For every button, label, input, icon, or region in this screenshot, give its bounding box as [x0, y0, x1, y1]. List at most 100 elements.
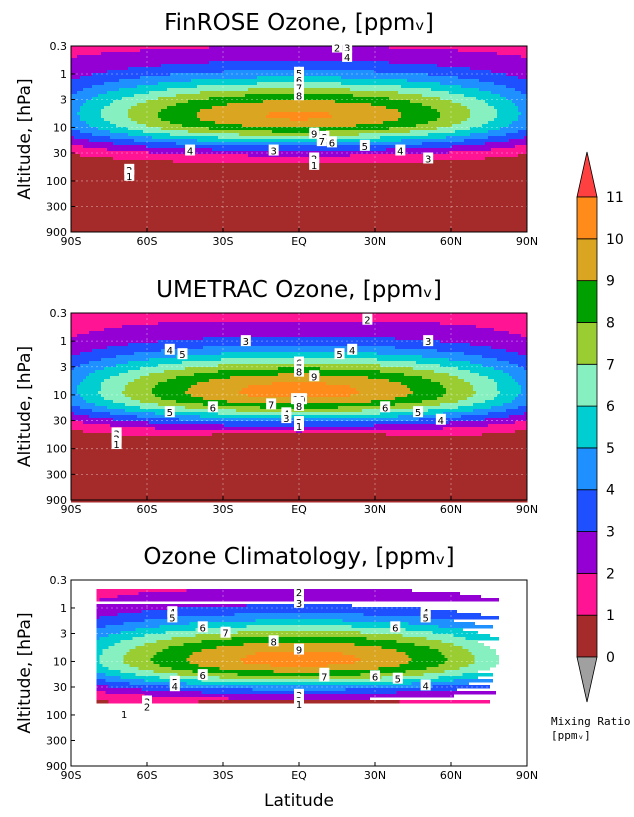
- contour-label: 4: [435, 413, 446, 427]
- colorbar-title: Mixing Ratio: [551, 715, 630, 728]
- colorbar-label: 7: [606, 357, 615, 373]
- y-tick-label: 900: [46, 760, 67, 773]
- contour-label-text: 5: [415, 408, 421, 419]
- colorbar-band: [576, 489, 598, 532]
- contour-label-text: 4: [344, 53, 350, 64]
- contour-label-text: 9: [311, 372, 317, 383]
- contour-label: 4: [395, 144, 406, 158]
- contour-label: 4: [169, 680, 180, 693]
- y-tick-label: 900: [46, 494, 67, 507]
- colorbar-label: 4: [606, 483, 615, 499]
- contour-label: 4: [420, 679, 431, 692]
- contour-label-text: 6: [296, 76, 302, 87]
- contour-label: 6: [207, 401, 218, 414]
- contour-label-text: 4: [438, 416, 444, 427]
- y-tick-label: 1: [60, 68, 67, 81]
- contour-label: 5: [420, 611, 431, 624]
- colorbar-band: [576, 322, 598, 365]
- y-tick-label: 100: [46, 443, 67, 456]
- contour-label: 3: [268, 144, 279, 158]
- colorbar-over-triangle: [576, 151, 598, 198]
- contour-label-text: 4: [422, 681, 428, 692]
- colorbar-band: [576, 238, 598, 282]
- colorbar-label: 6: [606, 399, 615, 415]
- contour-label: 2: [142, 700, 152, 714]
- y-tick-label: 10: [53, 121, 67, 134]
- x-tick-label: 30N: [364, 769, 386, 782]
- contour-label-text: 7: [222, 629, 228, 640]
- contour-label: 1: [294, 420, 304, 433]
- contour-label: 6: [197, 669, 208, 682]
- contour-label: 5: [359, 139, 370, 153]
- contour-label-text: 8: [270, 637, 276, 648]
- contour-label-text: 9: [296, 646, 302, 657]
- colorbar-label: 1: [606, 608, 615, 624]
- contour-label-text: 6: [329, 138, 335, 149]
- colorbar: 0 1 2 3 4 5 6 7 8 9 10 11 Mixing Ratio[ppmᵥ]: [551, 151, 630, 742]
- contour-label: 1: [119, 707, 130, 721]
- contour-label: 3: [281, 412, 292, 425]
- contour-label-text: 4: [187, 147, 193, 158]
- y-tick-label: 100: [46, 709, 67, 722]
- y-tick-label: 30: [53, 415, 67, 428]
- grid: [71, 580, 527, 766]
- contour-label: 4: [185, 144, 196, 158]
- contour-label-text: 6: [210, 403, 216, 414]
- contour-label: 5: [177, 348, 188, 361]
- contour-label: 9: [309, 127, 320, 141]
- panel-title: FinROSE Ozone, [ppmᵥ]: [164, 10, 434, 36]
- y-tick-label: 0.3: [50, 307, 68, 320]
- colorbar-band: [576, 196, 598, 240]
- colorbar-label: 0: [606, 650, 615, 666]
- y-tick-label: 10: [53, 389, 67, 402]
- x-tick-label: 90S: [61, 503, 82, 516]
- contour-label: 1: [309, 158, 320, 172]
- contour-label: 2: [294, 585, 304, 599]
- contour-label-text: 1: [296, 700, 302, 711]
- y-tick-label: 30: [53, 147, 67, 160]
- contour-label: 6: [326, 136, 337, 149]
- colorbar-units: [ppmᵥ]: [551, 729, 591, 742]
- x-tick-label: 60S: [137, 503, 158, 516]
- y-axis-label: Altitude, [hPa]: [15, 612, 35, 733]
- x-tick-label: 30S: [213, 769, 234, 782]
- contour-label: 5: [413, 406, 424, 419]
- colorbar-label: 8: [606, 315, 615, 331]
- contour-label: 7: [266, 398, 277, 411]
- x-tick-label: 30S: [213, 503, 234, 516]
- x-tick-label: 90N: [516, 235, 538, 248]
- contour-label-text: 2: [334, 43, 340, 54]
- contour-label: 3: [423, 152, 434, 165]
- contour-label: 1: [111, 438, 122, 451]
- contour-label-text: 7: [268, 400, 274, 411]
- contour-label: 4: [164, 343, 175, 357]
- contour-label-text: 5: [167, 408, 173, 419]
- y-tick-label: 1: [60, 602, 67, 615]
- contour-label-text: 8: [296, 402, 302, 413]
- panel-2: 233454567891098765654342132190S60S30SEQ3…: [15, 277, 538, 516]
- contour-label: 6: [197, 621, 208, 634]
- contour-label-text: 7: [321, 672, 327, 683]
- x-tick-label: 60S: [137, 769, 158, 782]
- contour-label-text: 3: [296, 599, 302, 610]
- contour-label: 8: [268, 635, 279, 648]
- contour-label-text: 3: [344, 43, 350, 54]
- contour-label-text: 5: [179, 350, 185, 361]
- contour-label: 9: [294, 643, 304, 657]
- x-tick-label: EQ: [291, 769, 307, 782]
- contour-label: 7: [316, 135, 327, 148]
- contour-label: 8: [294, 89, 304, 102]
- panel-1: 2345678987654321432190S60S30SEQ30N60N90N…: [15, 10, 538, 248]
- contour-label-text: 4: [349, 346, 355, 357]
- contour-label-text: 7: [296, 84, 302, 95]
- x-tick-label: 30N: [364, 235, 386, 248]
- contour-label: 4: [342, 50, 353, 64]
- panel-title: Ozone Climatology, [ppmᵥ]: [143, 544, 454, 570]
- y-tick-label: 0.3: [50, 40, 68, 53]
- colorbar-band: [576, 280, 598, 323]
- contour-label: 8: [294, 399, 304, 413]
- contour-label: 5: [334, 348, 345, 361]
- contour-label-text: 3: [425, 337, 431, 348]
- contour-label-text: 1: [296, 422, 302, 433]
